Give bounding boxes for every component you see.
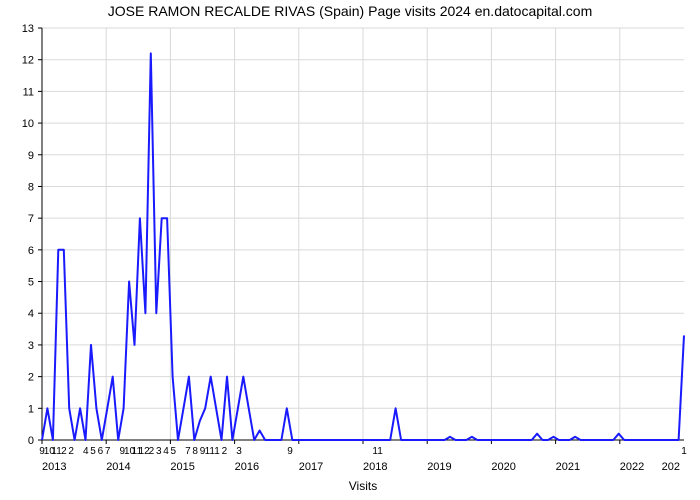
x-year-label: 2016 [235, 461, 259, 473]
y-tick-label: 11 [23, 86, 34, 98]
y-tick-label: 5 [28, 277, 34, 289]
y-tick-label: 13 [22, 23, 34, 35]
x-year-label: 2015 [170, 461, 194, 473]
y-tick-label: 8 [28, 181, 34, 193]
y-tick-label: 9 [28, 150, 34, 162]
y-tick-label: 1 [28, 403, 34, 415]
y-tick-label: 7 [28, 213, 34, 225]
x-sub-label: 2 [149, 446, 155, 457]
x-sub-label: 7 [105, 446, 111, 457]
x-sub-label: 4 [163, 446, 169, 457]
x-sub-label: 2 [61, 446, 67, 457]
x-year-label: 202 [662, 461, 680, 473]
x-year-label: 2021 [556, 461, 580, 473]
x-year-label: 2013 [42, 461, 66, 473]
y-tick-label: 6 [28, 245, 34, 257]
x-year-label: 2022 [620, 461, 644, 473]
x-sub-label: 1 [214, 446, 220, 457]
y-tick-label: 4 [28, 308, 34, 320]
x-sub-label: 5 [171, 446, 177, 457]
x-sub-label: 4 [83, 446, 89, 457]
x-year-label: 2017 [299, 461, 323, 473]
x-year-label: 2020 [491, 461, 515, 473]
x-year-label: 2014 [106, 461, 130, 473]
x-sub-label: 1 [681, 446, 687, 457]
x-sub-label: 3 [156, 446, 162, 457]
y-tick-label: 3 [28, 340, 34, 352]
y-tick-label: 12 [22, 55, 34, 67]
chart-svg: 0123456789101112132013201420152016201720… [0, 0, 700, 500]
y-tick-label: 2 [28, 372, 34, 384]
x-sub-label: 9 [287, 446, 293, 457]
chart-title: JOSE RAMON RECALDE RIVAS (Spain) Page vi… [108, 3, 593, 19]
y-tick-label: 0 [28, 435, 34, 447]
y-tick-label: 10 [22, 118, 34, 130]
x-year-label: 2019 [427, 461, 451, 473]
x-year-label: 2018 [363, 461, 387, 473]
x-sub-label: 2 [222, 446, 228, 457]
x-sub-label: 7 [185, 446, 191, 457]
line-chart: 0123456789101112132013201420152016201720… [0, 0, 700, 500]
x-sub-label: 6 [98, 446, 104, 457]
x-sub-label: 8 [192, 446, 198, 457]
x-sub-label: 11 [372, 446, 383, 457]
x-axis-label: Visits [349, 479, 377, 493]
x-sub-label: 2 [68, 446, 74, 457]
x-sub-label: 3 [236, 446, 242, 457]
x-sub-label: 5 [90, 446, 96, 457]
